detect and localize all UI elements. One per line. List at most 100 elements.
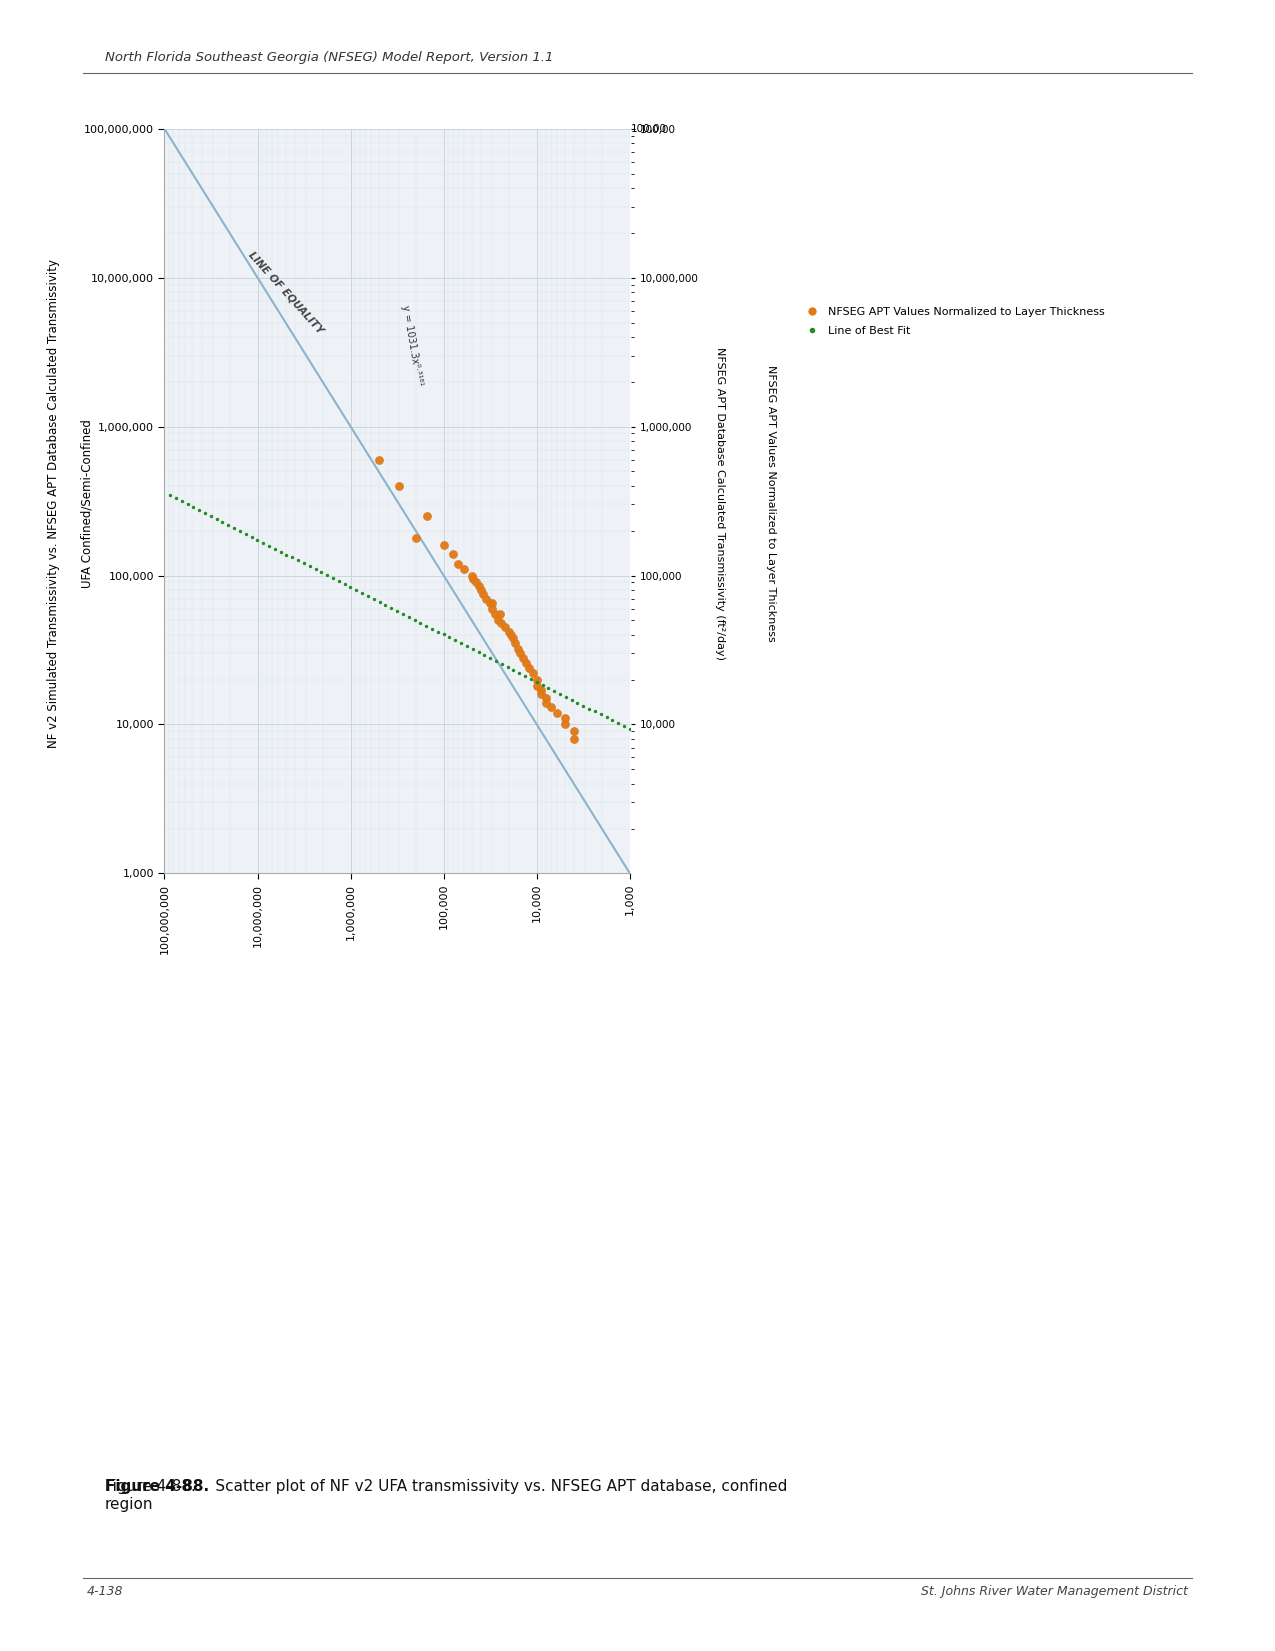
Point xyxy=(195,500,215,527)
Point xyxy=(484,601,505,627)
Point xyxy=(463,636,483,662)
Point xyxy=(405,525,426,551)
Point xyxy=(585,698,606,725)
Point xyxy=(300,553,320,580)
Point xyxy=(200,504,221,530)
Point xyxy=(555,705,575,731)
Point xyxy=(476,586,496,613)
Point xyxy=(346,576,366,603)
Point xyxy=(448,550,468,576)
Point xyxy=(504,657,524,684)
Point xyxy=(340,575,361,601)
Point xyxy=(516,649,537,675)
Point xyxy=(317,561,338,588)
Point xyxy=(393,601,413,627)
Point xyxy=(527,669,547,695)
Point xyxy=(509,660,529,687)
Point xyxy=(404,606,425,632)
Point xyxy=(454,556,474,583)
Point xyxy=(497,654,518,680)
Point xyxy=(411,609,431,636)
Point xyxy=(282,545,302,571)
Point xyxy=(247,527,268,553)
Point xyxy=(564,718,584,745)
Point xyxy=(495,614,515,641)
Text: UFA Confined/Semi-Confined: UFA Confined/Semi-Confined xyxy=(80,419,93,588)
Point xyxy=(416,613,436,639)
Point xyxy=(491,609,511,636)
Point xyxy=(470,576,491,603)
Text: 100,00: 100,00 xyxy=(631,124,667,134)
Point xyxy=(439,624,459,650)
Point xyxy=(556,684,576,710)
Point xyxy=(363,586,384,613)
Point xyxy=(465,570,486,596)
Point xyxy=(510,641,530,667)
Point xyxy=(533,672,553,698)
Point xyxy=(530,680,551,707)
Point xyxy=(434,532,454,558)
Point xyxy=(159,482,180,509)
Point xyxy=(381,594,402,621)
Point xyxy=(520,665,541,692)
Text: Figure 4-88.    Scatter plot of NF v2 UFA transmissivity vs. NFSEG APT database,: Figure 4-88. Scatter plot of NF v2 UFA t… xyxy=(105,1479,787,1512)
Point xyxy=(389,472,409,499)
Point xyxy=(486,647,506,674)
Point xyxy=(550,680,570,707)
Point xyxy=(417,504,437,530)
Point xyxy=(375,591,395,617)
Point xyxy=(527,667,547,693)
Point xyxy=(329,568,349,594)
Point xyxy=(224,515,245,542)
Point xyxy=(505,631,525,657)
Point xyxy=(620,717,640,743)
Point xyxy=(536,685,556,712)
Point xyxy=(311,560,332,586)
Point xyxy=(492,650,513,677)
Point xyxy=(386,598,407,624)
Point xyxy=(488,608,509,634)
Point xyxy=(463,566,483,593)
Point xyxy=(482,589,502,616)
Point xyxy=(590,702,611,728)
Legend: NFSEG APT Values Normalized to Layer Thickness, Line of Best Fit: NFSEG APT Values Normalized to Layer Thi… xyxy=(796,302,1109,340)
Point xyxy=(189,497,209,523)
Point xyxy=(358,583,379,609)
Point xyxy=(541,695,561,721)
Text: Figure 4-88.: Figure 4-88. xyxy=(105,1479,209,1494)
Text: y = 1031.3x⁰·³¹⁸¹: y = 1031.3x⁰·³¹⁸¹ xyxy=(400,304,423,386)
Point xyxy=(177,490,198,517)
Point xyxy=(473,581,493,608)
Point xyxy=(479,646,500,672)
Text: LINE OF EQUALITY: LINE OF EQUALITY xyxy=(246,249,325,335)
Point xyxy=(230,518,250,545)
Point xyxy=(579,695,599,721)
Point xyxy=(370,589,390,616)
Point xyxy=(212,509,232,535)
Point xyxy=(462,563,482,589)
Point xyxy=(306,556,326,583)
Point xyxy=(334,571,354,598)
Point xyxy=(265,535,286,561)
Text: St. Johns River Water Management District: St. Johns River Water Management Distric… xyxy=(922,1585,1188,1598)
Point xyxy=(184,494,204,520)
Point xyxy=(236,520,256,546)
Point xyxy=(490,601,510,627)
Point xyxy=(442,540,463,566)
Point xyxy=(277,542,297,568)
Point xyxy=(547,700,567,726)
Point xyxy=(368,446,389,472)
Point xyxy=(501,621,521,647)
Text: North Florida Southeast Georgia (NFSEG) Model Report, Version 1.1: North Florida Southeast Georgia (NFSEG) … xyxy=(105,51,553,64)
Point xyxy=(270,538,291,565)
Point xyxy=(482,596,502,622)
Point xyxy=(608,710,629,736)
Point xyxy=(293,550,314,576)
Point xyxy=(536,690,556,717)
Point xyxy=(544,677,565,703)
Point xyxy=(352,580,372,606)
Point xyxy=(469,573,490,599)
Point xyxy=(288,546,309,573)
Point xyxy=(445,627,465,654)
Point xyxy=(499,619,519,646)
